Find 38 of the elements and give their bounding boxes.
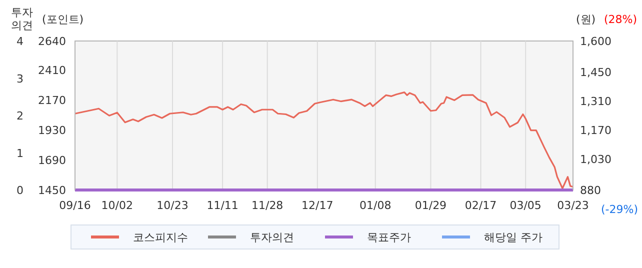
x-tick-label: 03/05: [510, 199, 542, 212]
y3-axis-title: 투자의견: [11, 6, 33, 32]
x-tick-label: 01/08: [360, 199, 392, 212]
line-series: [74, 92, 574, 190]
x-tick-label: 11/28: [252, 199, 284, 212]
y-tick-label: 1450: [38, 184, 66, 197]
text: (-29%): [601, 203, 638, 216]
y2-tick-label: 1,170: [580, 124, 612, 137]
y-tick-label: 1690: [38, 154, 66, 167]
x-tick-label: 10/02: [101, 199, 134, 212]
x-tick-label: 10/23: [156, 199, 188, 212]
y-tick-label: 2170: [38, 94, 66, 107]
legend-label: 코스피지수: [133, 231, 188, 244]
y2-axis-title: (원): [576, 13, 596, 26]
y3-tick-label: 4: [16, 35, 24, 48]
x-tick-label: 01/29: [414, 199, 447, 212]
y2-tick-label: 1,030: [580, 152, 612, 166]
y3-tick-label: 2: [16, 110, 24, 122]
x-tick-label: 09/16: [59, 199, 91, 212]
x-tick-label: 03/23: [557, 199, 589, 212]
y-axis-title: (포인트): [42, 13, 84, 26]
x-tick-label: 02/17: [464, 199, 497, 212]
legend-label: 투자의견: [250, 231, 294, 244]
x-tick-label: 12/17: [302, 199, 334, 212]
y-tick-label: 2640: [38, 35, 66, 48]
y2-tick-label: 1,450: [580, 66, 612, 80]
legend-label: 해당일 주가: [484, 231, 542, 244]
text: (28%): [604, 13, 638, 26]
y2-tick-label: 1,600: [580, 35, 612, 48]
y3-tick-label: 1: [16, 146, 24, 160]
x-tick-label: 11/11: [206, 199, 238, 212]
y-tick-label: 1930: [38, 124, 66, 137]
y-tick-label: 2410: [38, 64, 66, 77]
y3-tick-label: 3: [16, 72, 24, 86]
y2-tick-label: 880: [580, 184, 601, 197]
legend-label: 목표주가: [367, 231, 411, 244]
y2-tick-label: 1,310: [580, 95, 612, 108]
y3-tick-label: 0: [16, 184, 24, 197]
